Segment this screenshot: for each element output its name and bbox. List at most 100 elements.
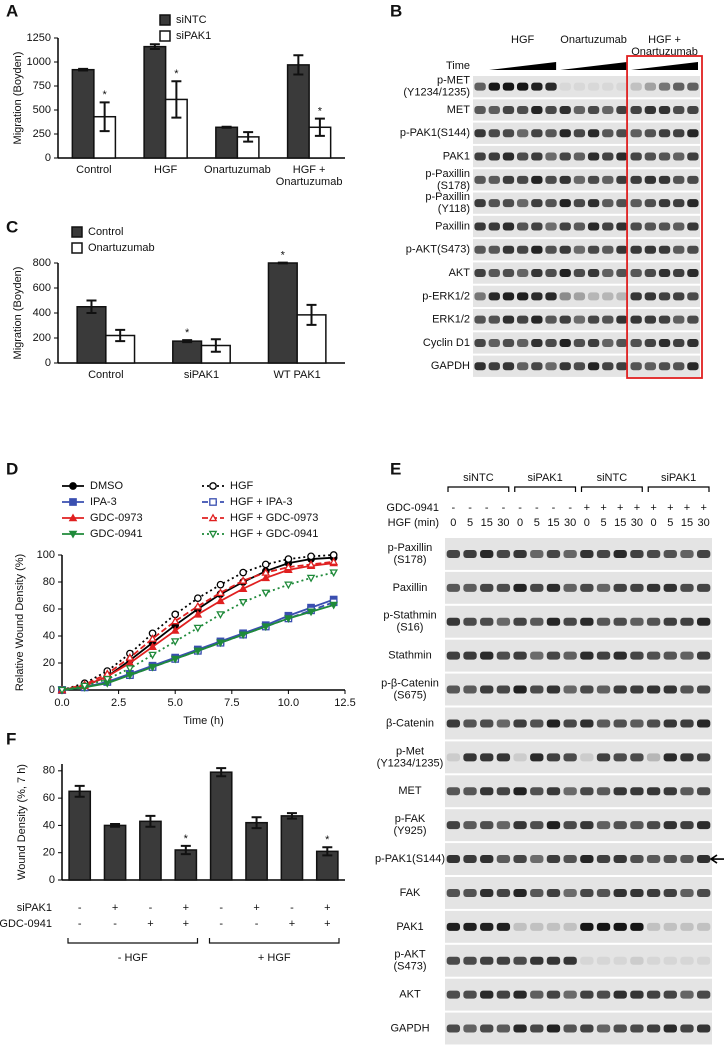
blot-band [630,338,642,347]
blot-band [580,549,594,558]
blot-strip [473,215,700,238]
blot-band [463,787,477,796]
marker [306,559,316,568]
blot-band [630,152,642,161]
blot-band [680,888,694,897]
x-tick-label: 10.0 [278,697,299,709]
significance: * [174,68,179,80]
group-label: + HGF [258,952,291,964]
blot-band [613,719,627,728]
blot-band [616,129,628,138]
blot-band [613,549,627,558]
blot-band [602,315,614,324]
blot-band [680,583,694,592]
blot-band [644,105,657,114]
marker [148,651,157,660]
blot-band [646,719,661,728]
blot-band [580,855,594,864]
blot-band [488,269,500,278]
marker [170,616,180,625]
marker [193,609,203,618]
row-label: ERK1/2 [432,314,470,326]
blot-band [513,855,527,864]
x-tick-label: WT PAK1 [274,369,321,381]
blot-band [596,685,611,694]
blot-band [630,129,642,138]
condition-value: + [650,502,656,514]
blot-band [663,651,677,660]
blot-band [580,821,594,830]
condition-value: - [468,502,472,514]
blot-band [530,990,544,999]
marker [69,482,77,490]
legend-swatch [159,30,171,42]
blot-band [630,922,644,931]
marker [261,623,271,632]
blot-band [613,1024,627,1033]
blot-band [616,245,628,254]
blot-band [696,651,711,660]
panel-label: E [390,459,401,478]
blot-band [630,175,642,184]
marker [193,601,203,610]
blot-band [546,990,561,999]
blot-band [563,855,577,864]
group-label: Onartuzumab [560,34,627,46]
condition-value: 30 [698,517,710,529]
blot-band [696,617,711,626]
blot-band [602,82,614,91]
blot-band [663,753,677,762]
blot-band [480,1024,494,1033]
blot-band [502,315,515,324]
blot-band [516,269,529,278]
blot-band [531,152,543,161]
blot-band [580,1024,594,1033]
blot-band [480,922,494,931]
condition-value: + [112,902,118,914]
error-bar [99,101,110,133]
blot-band [673,105,685,114]
condition-value: + [634,502,640,514]
blot-band [673,338,685,347]
blot-band [559,129,571,138]
marker [216,588,225,597]
blot-band [580,583,594,592]
blot-band [502,175,515,184]
blot-band [573,362,586,371]
blot-band [559,82,571,91]
significance: * [102,89,107,101]
blot-band [496,1024,511,1033]
blot-band [630,855,644,864]
blot-band [630,362,642,371]
blot-strip [473,239,700,261]
marker [125,665,135,673]
blot-band [680,617,694,626]
condition-value: - [219,918,223,930]
condition-value: 5 [600,517,606,529]
blot-band [630,82,642,91]
blot-band [616,82,628,91]
row-label: (Y1234/1235) [377,757,444,769]
blot-band [516,338,529,347]
blot-band [587,175,600,184]
condition-value: 0 [584,517,590,529]
blot-band [480,719,494,728]
blot-band [496,956,511,965]
panel-label: A [6,1,18,20]
condition-value: - [290,902,294,914]
marker [284,555,293,563]
row-label: p-AKT(S473) [406,244,470,256]
blot-band [545,175,557,184]
condition-value: 5 [667,517,673,529]
blot-band [559,362,571,371]
bar [68,790,92,881]
blot-band [474,175,486,184]
blot-band [696,719,711,728]
blot-band [480,855,494,864]
blot-band [580,719,594,728]
blot-band [630,222,642,231]
blot-band [531,245,543,254]
error-bar [306,303,317,326]
significance: * [318,106,323,118]
blot-band [630,888,644,897]
